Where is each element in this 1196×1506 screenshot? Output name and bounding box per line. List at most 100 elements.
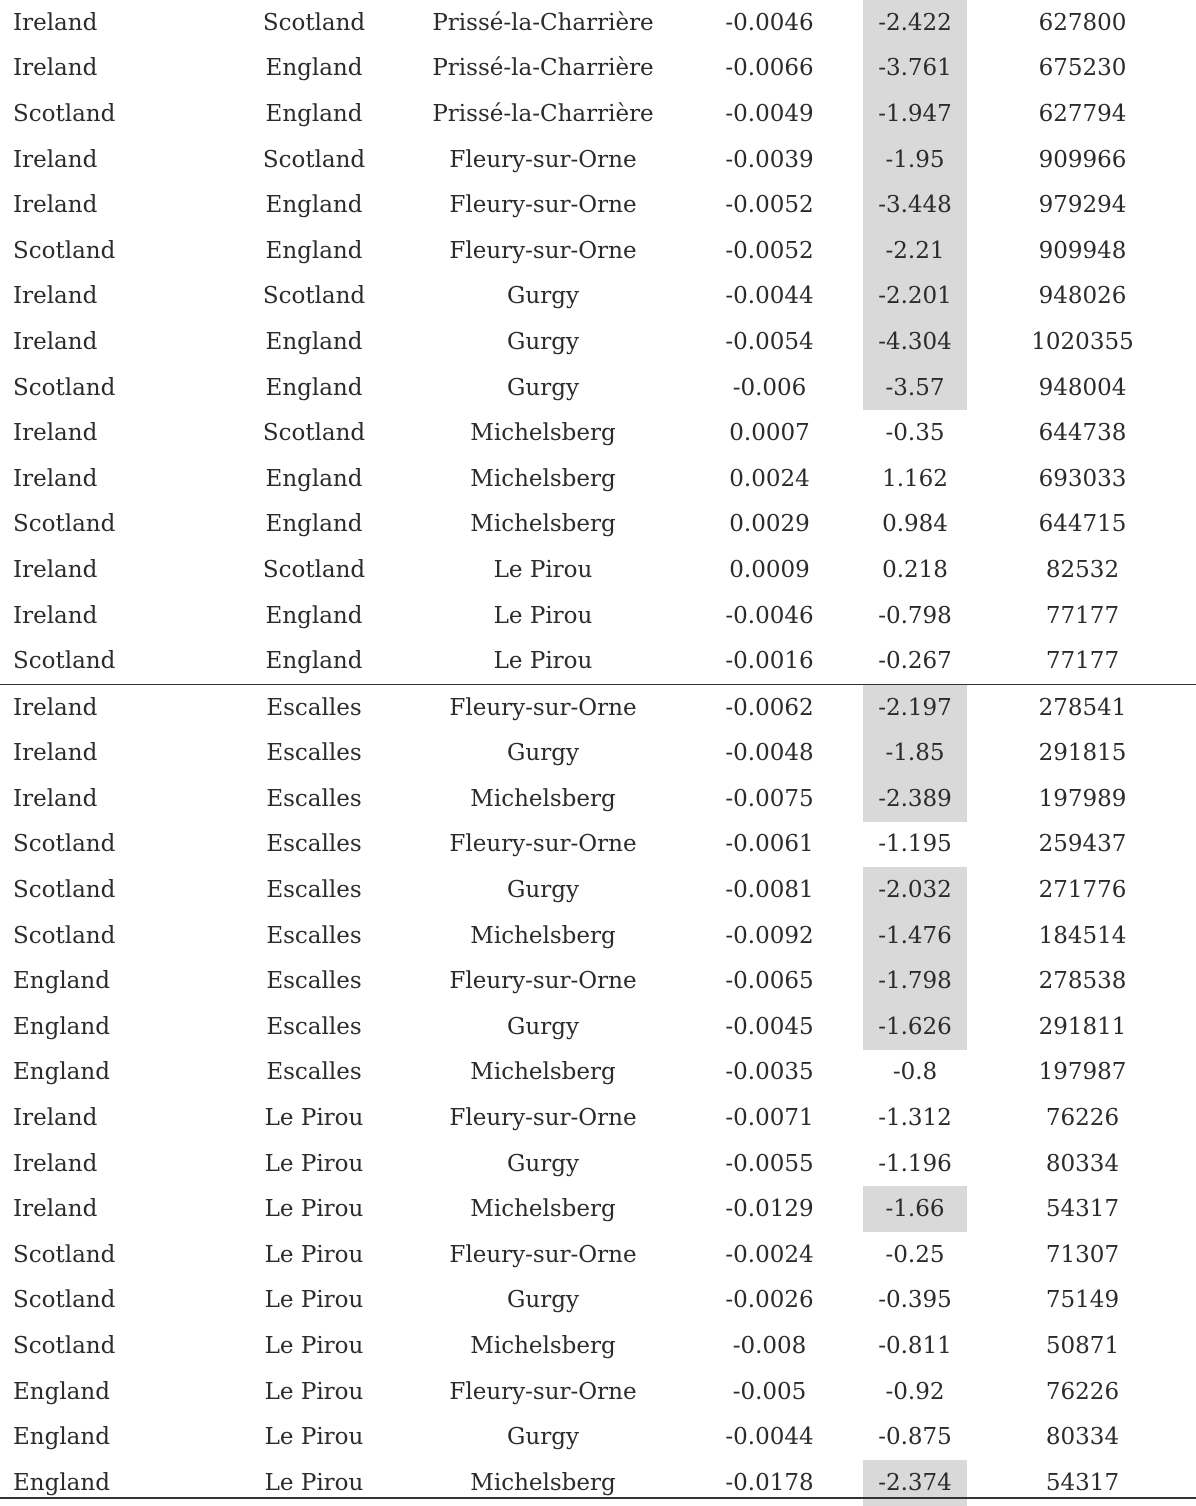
z-score-cell: -3.57 [863, 364, 967, 411]
f4-value-cell: -0.005 [732, 1378, 807, 1405]
population-3-cell: Michelsberg [470, 511, 616, 538]
snp-count-cell: 259437 [1038, 831, 1127, 858]
snp-count-cell: 278538 [1038, 968, 1127, 995]
snp-count-cell: 627800 [1038, 9, 1127, 36]
population-2-cell: England [265, 100, 363, 127]
population-2-cell: Le Pirou [264, 1333, 364, 1360]
population-2-cell: Le Pirou [264, 1150, 364, 1177]
f4-value-cell: -0.0044 [725, 283, 814, 310]
f4-value-cell: 0.0007 [729, 420, 810, 447]
f4-value-cell: -0.0178 [725, 1469, 814, 1496]
snp-count-cell: 184514 [1038, 922, 1127, 949]
population-1-cell: Scotland [13, 1333, 116, 1360]
f4-value-cell: -0.0055 [725, 1150, 814, 1177]
f4-value-cell: -0.0054 [725, 328, 814, 355]
population-1-cell: Ireland [13, 1150, 98, 1177]
table-row: Ireland England Prissé-la-Charrière -0.0066… [0, 45, 1196, 92]
population-3-cell: Gurgy [507, 1424, 579, 1451]
population-1-cell: Ireland [13, 556, 98, 583]
population-2-cell: Escalles [266, 831, 362, 858]
table-row: Ireland Scotland Prissé-la-Charrière -0.004… [0, 0, 1196, 46]
f4-value-cell: -0.0062 [658, 683, 863, 731]
population-2-cell: Le Pirou [264, 1378, 364, 1405]
snp-count-cell: 909966 [1038, 146, 1127, 173]
population-2-cell: Le Pirou [264, 1241, 364, 1268]
population-2-cell: Le Pirou [264, 1105, 364, 1132]
table-row: Ireland Le Pirou Fleury-sur-Orne -0.0071 -1.… [0, 1095, 1196, 1141]
population-1-cell: Ireland [13, 283, 98, 310]
snp-count-cell: 948026 [1038, 283, 1127, 310]
population-3-cell: Gurgy [507, 283, 579, 310]
population-3-cell: Michelsberg [470, 1059, 616, 1086]
snp-count-cell: 71307 [1045, 1241, 1120, 1268]
population-1-cell: Ireland [13, 55, 98, 82]
z-score-cell: -1.85 [863, 730, 967, 777]
population-2-cell: Escalles [266, 968, 362, 995]
population-3-cell: Fleury-sur-Orne [449, 237, 637, 264]
snp-count-cell: 80334 [1045, 1150, 1120, 1177]
population-2-cell: England [265, 237, 363, 264]
table-row: Ireland Escalles Fleury-sur-Orne -0.0062 -2.… [0, 683, 1196, 731]
z-score-cell: -3.761 [863, 45, 967, 92]
snp-count-cell: 80334 [1045, 1424, 1120, 1451]
snp-count-cell: 675230 [1038, 55, 1127, 82]
z-score-cell: -0.8 [892, 1059, 938, 1086]
population-3-cell: Fleury-sur-Orne [428, 683, 658, 731]
table-row: Ireland England Le Pirou -0.0046 -0.798 77177 [0, 593, 1196, 639]
table-row: Scotland England Michelsberg 0.0029 0.984 644… [0, 502, 1196, 548]
table-row: Ireland England Gurgy -0.0054 -4.304 1020355 [0, 319, 1196, 365]
population-1-cell: Scotland [13, 1287, 116, 1314]
population-1-cell: Ireland [13, 328, 98, 355]
population-2-cell: England [265, 192, 363, 219]
population-1-cell: Ireland [13, 1196, 98, 1223]
population-3-cell: Prissé-la-Charrière [432, 9, 654, 36]
z-score-cell: -1.312 [878, 1105, 952, 1132]
table-row: Scotland Escalles Gurgy -0.0081 -2.032 271776 [0, 867, 1196, 913]
population-1-cell: Scotland [13, 648, 116, 675]
z-score-cell: -0.25 [885, 1241, 945, 1268]
population-1-cell: Ireland [13, 1105, 98, 1132]
f4-value-cell: -0.0024 [725, 1241, 814, 1268]
snp-count-cell: 75149 [1045, 1287, 1120, 1314]
population-1-cell: Ireland [13, 740, 98, 767]
population-3-cell: Fleury-sur-Orne [449, 968, 637, 995]
z-score-cell: -1.626 [863, 1004, 967, 1050]
f4-value-cell: -0.0129 [725, 1196, 814, 1223]
f4-value-cell: -0.0026 [725, 1287, 814, 1314]
population-2-cell: Le Pirou [264, 1196, 364, 1223]
f4-value-cell: -0.0081 [725, 877, 814, 904]
population-2-cell: England [265, 602, 363, 629]
z-score-cell: 1.162 [882, 465, 948, 492]
z-score-cell: -1.798 [863, 958, 967, 1005]
table-row: Scotland Le Pirou Michelsberg -0.008 -0.811 5… [0, 1323, 1196, 1369]
population-2-cell: England [265, 55, 363, 82]
population-1-cell: Ireland [0, 683, 232, 731]
f4-value-cell: -0.0065 [725, 968, 814, 995]
population-2-cell: Le Pirou [264, 1469, 364, 1496]
population-1-cell: England [13, 1424, 110, 1451]
table-row: Scotland Le Pirou Gurgy -0.0026 -0.395 75149 [0, 1278, 1196, 1324]
table-row: England Le Pirou Gurgy -0.0044 -0.875 80334 [0, 1414, 1196, 1460]
population-1-cell: England [13, 1469, 110, 1496]
snp-count-cell: 54317 [1045, 1469, 1120, 1496]
f4-value-cell: -0.0046 [725, 602, 814, 629]
table-row: Ireland Scotland Michelsberg 0.0007 -0.35 644… [0, 410, 1196, 456]
population-1-cell: Ireland [13, 9, 98, 36]
f4-value-cell: -0.0016 [725, 648, 814, 675]
population-2-cell: England [265, 511, 363, 538]
snp-count-cell: 948004 [1038, 374, 1127, 401]
population-3-cell: Fleury-sur-Orne [449, 1105, 637, 1132]
population-2-cell: Le Pirou [264, 1424, 364, 1451]
population-3-cell: Le Pirou [493, 648, 593, 675]
population-3-cell: Gurgy [507, 740, 579, 767]
snp-count-cell: 909948 [1038, 237, 1127, 264]
snp-count-cell: 291811 [1038, 1013, 1127, 1040]
z-score-cell: -0.811 [878, 1333, 952, 1360]
table-row: Ireland Scotland Le Pirou 0.0009 0.218 82532 [0, 547, 1196, 593]
population-3-cell: Gurgy [507, 328, 579, 355]
z-score-cell: 0.218 [882, 556, 948, 583]
z-score-cell: -2.201 [863, 273, 967, 320]
population-1-cell: England [13, 1059, 110, 1086]
population-3-cell: Le Pirou [493, 602, 593, 629]
